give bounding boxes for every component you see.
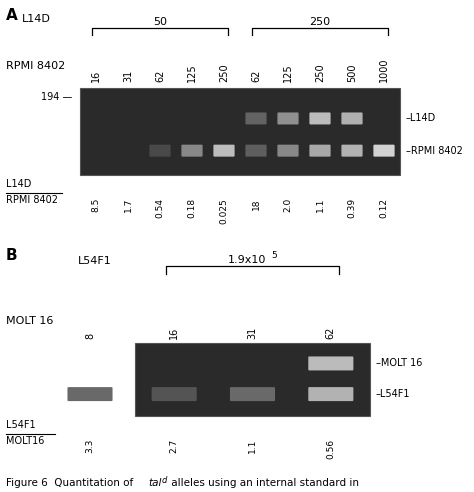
FancyBboxPatch shape (246, 113, 266, 124)
Text: 1.1: 1.1 (248, 439, 257, 453)
Text: 0.39: 0.39 (347, 198, 356, 218)
Text: –MOLT 16: –MOLT 16 (376, 359, 422, 369)
Text: –L14D: –L14D (406, 114, 436, 123)
Text: 250: 250 (310, 17, 330, 27)
Text: 3.3: 3.3 (85, 439, 94, 453)
Text: 0.18: 0.18 (188, 198, 197, 218)
Text: 125: 125 (187, 63, 197, 82)
Text: 1.9x10: 1.9x10 (228, 255, 267, 265)
Text: 500: 500 (347, 63, 357, 82)
FancyBboxPatch shape (135, 343, 370, 416)
Text: 0.12: 0.12 (380, 198, 389, 218)
FancyBboxPatch shape (310, 145, 330, 156)
Text: L14D: L14D (6, 179, 31, 189)
Text: 250: 250 (219, 63, 229, 82)
Text: Figure 6  Quantitation of: Figure 6 Quantitation of (6, 478, 137, 488)
FancyBboxPatch shape (67, 387, 112, 401)
FancyBboxPatch shape (246, 145, 266, 156)
Text: 250: 250 (315, 63, 325, 82)
Text: 18: 18 (252, 198, 261, 210)
FancyBboxPatch shape (213, 145, 235, 156)
FancyBboxPatch shape (152, 387, 197, 401)
FancyBboxPatch shape (277, 145, 299, 156)
Text: 2.0: 2.0 (283, 198, 292, 212)
Text: L54F1: L54F1 (6, 420, 36, 430)
Text: A: A (6, 8, 18, 23)
Text: 0.54: 0.54 (155, 198, 164, 218)
Text: 194 —: 194 — (41, 92, 72, 102)
Text: –L54F1: –L54F1 (376, 389, 410, 399)
Text: 8.5: 8.5 (91, 198, 100, 213)
Text: alleles using an internal standard in: alleles using an internal standard in (168, 478, 359, 488)
Text: 50: 50 (153, 17, 167, 27)
Text: 62: 62 (251, 70, 261, 82)
Text: RPMI 8402: RPMI 8402 (6, 61, 65, 71)
Text: 16: 16 (91, 70, 101, 82)
FancyBboxPatch shape (341, 113, 363, 124)
Text: 2.7: 2.7 (170, 439, 179, 453)
Text: 125: 125 (283, 63, 293, 82)
Text: L54F1: L54F1 (78, 256, 112, 266)
Text: 31: 31 (123, 70, 133, 82)
FancyBboxPatch shape (277, 113, 299, 124)
FancyBboxPatch shape (308, 387, 354, 401)
FancyBboxPatch shape (308, 356, 354, 370)
FancyBboxPatch shape (374, 145, 394, 156)
Text: 16: 16 (169, 327, 179, 339)
Text: tal: tal (148, 478, 161, 488)
Text: RPMI 8402: RPMI 8402 (6, 195, 58, 205)
FancyBboxPatch shape (80, 88, 400, 175)
Text: d: d (162, 476, 167, 485)
Text: 1000: 1000 (379, 58, 389, 82)
FancyBboxPatch shape (341, 145, 363, 156)
FancyBboxPatch shape (230, 387, 275, 401)
FancyBboxPatch shape (310, 113, 330, 124)
Text: 1.1: 1.1 (316, 198, 325, 213)
FancyBboxPatch shape (149, 145, 171, 156)
Text: MOLT 16: MOLT 16 (6, 316, 54, 326)
Text: L14D: L14D (22, 14, 51, 24)
Text: 62: 62 (155, 70, 165, 82)
FancyBboxPatch shape (182, 145, 202, 156)
Text: 31: 31 (247, 327, 257, 339)
Text: 0.56: 0.56 (326, 439, 335, 459)
Text: 0.025: 0.025 (219, 198, 228, 224)
Text: 1.7: 1.7 (124, 198, 133, 213)
Text: 62: 62 (326, 327, 336, 339)
Text: B: B (6, 248, 18, 263)
Text: –RPMI 8402: –RPMI 8402 (406, 146, 463, 155)
Text: 5: 5 (272, 251, 277, 260)
Text: 8: 8 (85, 333, 95, 339)
Text: MOLT16: MOLT16 (6, 436, 45, 446)
